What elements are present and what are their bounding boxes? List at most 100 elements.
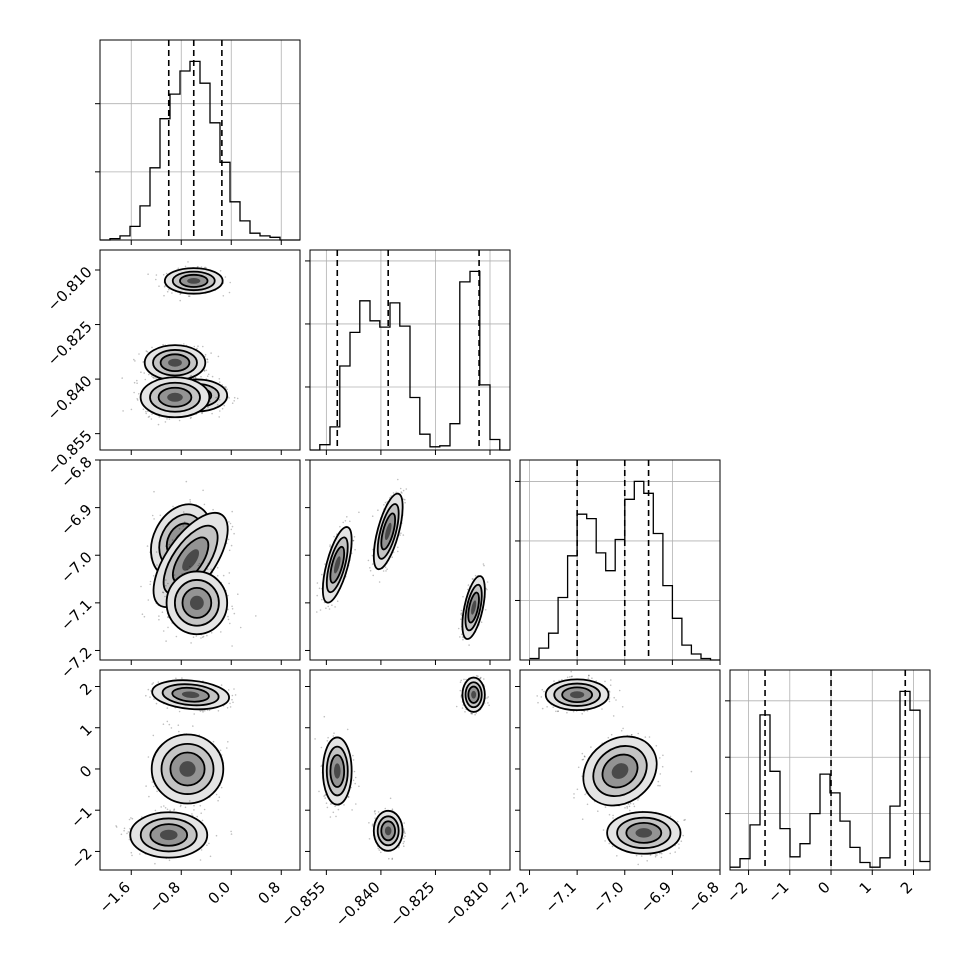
density-level-3 xyxy=(189,595,204,610)
sample-point xyxy=(201,412,203,415)
sample-point xyxy=(183,521,186,523)
contour-line-1 xyxy=(161,683,220,707)
sample-point xyxy=(229,702,231,705)
sample-point xyxy=(171,292,173,294)
sample-point xyxy=(197,564,200,567)
sample-point xyxy=(234,694,237,696)
sample-point xyxy=(197,265,199,268)
sample-point xyxy=(215,793,218,796)
sample-point xyxy=(192,377,195,379)
sample-point xyxy=(227,689,230,691)
sample-point xyxy=(162,723,165,725)
sample-point xyxy=(231,605,233,608)
sample-point xyxy=(166,290,169,293)
sample-point xyxy=(146,545,149,547)
sample-point xyxy=(226,707,229,709)
sample-point xyxy=(179,299,181,302)
contour-line-2 xyxy=(171,686,210,703)
sample-point xyxy=(166,808,169,811)
sample-point xyxy=(193,804,195,807)
contour-line-1 xyxy=(152,349,198,377)
sample-point xyxy=(202,709,204,712)
sample-point xyxy=(136,399,139,401)
sample-point xyxy=(133,381,136,384)
sample-point xyxy=(190,374,193,377)
sample-point xyxy=(187,261,189,263)
sample-point xyxy=(195,377,197,379)
sample-point xyxy=(220,684,223,686)
sample-point xyxy=(228,572,231,574)
sample-point xyxy=(228,549,231,552)
sample-point xyxy=(178,730,180,733)
marginal-panel-1 xyxy=(305,249,511,451)
sample-point xyxy=(227,741,229,743)
marginal-panel-0 xyxy=(95,39,301,241)
sample-point xyxy=(126,832,128,835)
sample-point xyxy=(165,640,167,642)
sample-point xyxy=(167,626,169,629)
sample-point xyxy=(153,698,155,700)
sample-point xyxy=(207,406,209,408)
sample-point xyxy=(179,293,181,296)
sample-point xyxy=(155,274,158,276)
sample-point xyxy=(189,800,191,802)
sample-point xyxy=(193,809,195,811)
sample-point xyxy=(189,501,192,503)
sample-point xyxy=(159,514,162,517)
sample-point xyxy=(229,281,231,284)
sample-point xyxy=(158,618,160,621)
sample-point xyxy=(168,418,171,420)
sample-point xyxy=(210,568,212,570)
sample-point xyxy=(202,345,204,348)
sample-point xyxy=(151,413,153,415)
sample-point xyxy=(219,749,222,752)
sample-point xyxy=(155,551,158,553)
sample-point xyxy=(199,804,202,807)
sample-point xyxy=(202,711,204,713)
sample-point xyxy=(225,386,227,389)
sample-point xyxy=(165,585,167,587)
density-level-3 xyxy=(182,549,200,571)
sample-point xyxy=(206,634,208,637)
sample-point xyxy=(233,532,235,535)
sample-point xyxy=(178,710,181,713)
sample-point xyxy=(189,417,192,420)
sample-point xyxy=(233,400,235,402)
contour-line-2 xyxy=(159,353,191,373)
contour-line-2 xyxy=(181,586,213,619)
sample-point xyxy=(206,844,208,846)
sample-point xyxy=(172,574,174,577)
sample-point xyxy=(141,613,144,615)
sample-point xyxy=(165,272,168,275)
sample-point xyxy=(115,826,118,828)
density-level-3 xyxy=(187,278,201,284)
sample-point xyxy=(203,369,206,372)
sample-point xyxy=(164,595,166,598)
histogram-step-2 xyxy=(529,480,720,661)
sample-point xyxy=(184,265,187,268)
sample-point xyxy=(130,408,133,411)
sample-point xyxy=(189,499,191,501)
sample-point xyxy=(166,707,169,709)
sample-point xyxy=(232,701,234,704)
sample-point xyxy=(152,376,154,379)
sample-point xyxy=(218,378,221,380)
sample-point xyxy=(163,285,166,288)
sample-point xyxy=(145,350,148,352)
joint-panel-0-3 xyxy=(99,669,301,871)
sample-point xyxy=(148,373,150,376)
sample-point xyxy=(217,405,220,408)
sample-point xyxy=(236,397,239,400)
sample-point xyxy=(191,813,193,815)
sample-point xyxy=(166,373,168,376)
contour-line-2 xyxy=(169,751,206,787)
sample-point xyxy=(167,616,169,619)
contour-line-0 xyxy=(151,679,230,711)
panel-frame xyxy=(99,459,301,661)
contour-line-1 xyxy=(171,270,216,292)
sample-point xyxy=(161,611,164,613)
sample-point xyxy=(133,358,135,361)
sample-point xyxy=(211,375,214,378)
sample-point xyxy=(211,412,213,415)
contour-line-0 xyxy=(139,376,211,419)
